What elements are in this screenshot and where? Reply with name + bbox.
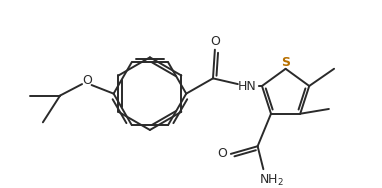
Text: O: O <box>217 147 227 160</box>
Text: S: S <box>281 56 290 69</box>
Text: HN: HN <box>238 80 257 92</box>
Text: NH$_2$: NH$_2$ <box>259 173 283 188</box>
Text: O: O <box>82 74 92 87</box>
Text: O: O <box>210 35 220 48</box>
